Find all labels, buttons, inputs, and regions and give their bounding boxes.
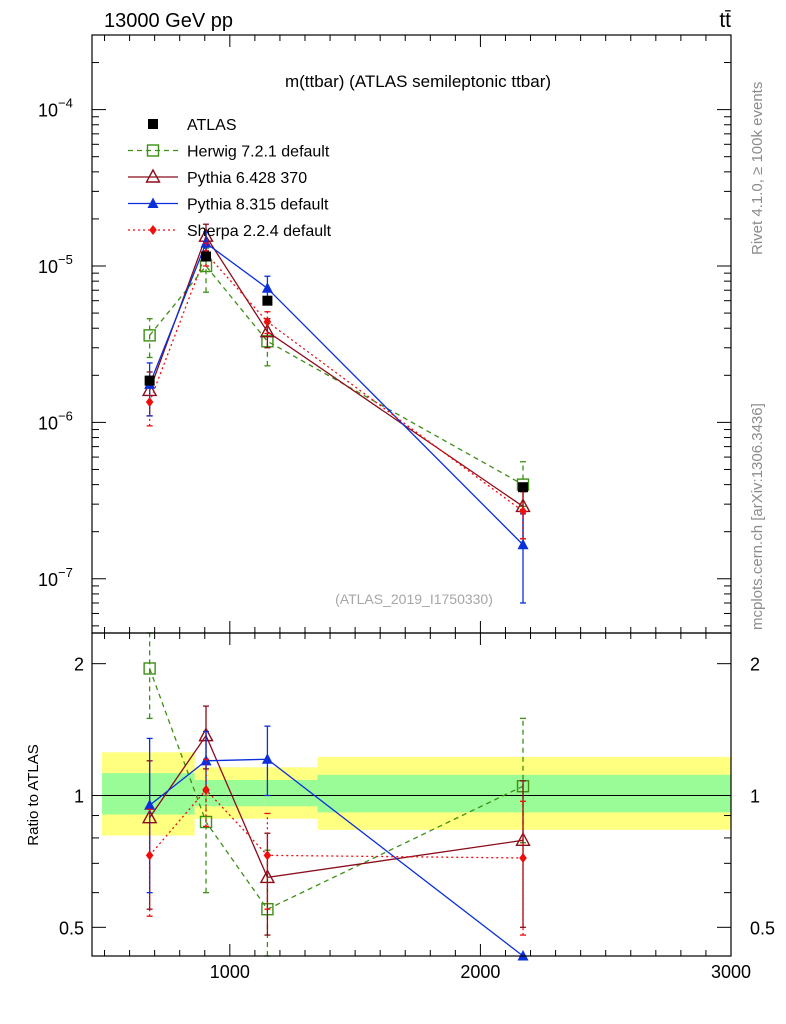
ratio-y-tick-label-right: 0.5	[750, 918, 775, 938]
legend-marker	[147, 197, 159, 208]
legend-label: Sherpa 2.2.4 default	[187, 223, 332, 240]
ratio-y-tick-label: 1	[74, 786, 84, 806]
series-4-point	[145, 397, 154, 408]
series-1-ratio-line	[149, 668, 524, 911]
energy-label: 13000 GeV pp	[104, 10, 233, 32]
data-series	[144, 251, 529, 493]
series-3-point	[261, 282, 273, 293]
data-point	[144, 375, 155, 386]
series-2-point	[259, 323, 276, 338]
legend-label: Herwig 7.2.1 default	[187, 144, 330, 161]
x-tick-label: 3000	[711, 962, 751, 982]
series-4-ratio-point	[202, 784, 210, 795]
rivet-version-label: Rivet 4.1.0, ≥ 100k events	[749, 82, 766, 255]
legend-marker	[148, 119, 158, 129]
legend: ATLAS Herwig 7.2.1 default Pythia 6.428 37…	[128, 117, 332, 240]
main-y-tick-label: 10−7	[38, 565, 73, 590]
series-3-ratio-point	[261, 753, 273, 764]
data-point	[518, 482, 529, 493]
legend-marker	[149, 225, 157, 235]
ratio-axis-label: Ratio to ATLAS	[25, 744, 42, 845]
ratio-y-tick-label-right: 1	[750, 786, 760, 806]
legend-label: ATLAS	[187, 117, 237, 134]
legend-entry-5: Sherpa 2.2.4 default	[128, 223, 332, 240]
series-4-point	[519, 506, 527, 517]
series-4-ratio-point	[519, 852, 527, 863]
x-tick-label: 1000	[210, 962, 250, 982]
series-2-ratio-point	[515, 831, 531, 847]
series-4	[145, 242, 527, 936]
legend-entry-4: Pythia 8.315 default	[128, 197, 329, 214]
axes-frame: 1000 2000 3000 10−7 10−6 10−5 10−4 0.5 0.5 1 1 2 2	[38, 34, 775, 982]
series-3-line	[149, 242, 524, 546]
x-tick-label: 2000	[460, 962, 500, 982]
series-layer	[141, 223, 531, 961]
series-4-point	[263, 316, 272, 327]
series-4-ratio-point	[145, 850, 154, 861]
legend-entry-2: Herwig 7.2.1 default	[128, 144, 330, 161]
series-2-ratio-line	[149, 734, 524, 879]
series-1-point	[143, 329, 156, 342]
process-label: tt̄	[719, 9, 731, 32]
ratio-y-tick-label: 2	[74, 655, 84, 675]
legend-label: Pythia 6.428 370	[187, 170, 307, 187]
ratio-y-tick-label-right: 2	[750, 655, 760, 675]
mcplots-label: mcplots.cern.ch [arXiv:1306.3436]	[749, 403, 766, 630]
band-stat-bin-3	[264, 779, 318, 807]
series-3-point	[200, 237, 212, 248]
data-point	[262, 295, 273, 306]
series-1-ratio-point	[143, 662, 156, 675]
ratio-panel-frame	[91, 632, 732, 957]
series-3-point	[517, 538, 529, 550]
series-3-ratio-point	[144, 799, 156, 810]
data-point	[201, 251, 212, 262]
series-4-ratio-point	[263, 850, 272, 861]
series-4-ratio-line	[149, 788, 524, 859]
analysis-reference: (ATLAS_2019_I1750330)	[335, 591, 493, 607]
ratio-y-tick-label: 0.5	[59, 918, 84, 938]
series-1-ratio-point	[199, 815, 213, 829]
legend-entry-3: Pythia 6.428 370	[128, 168, 307, 187]
series-2-line	[149, 234, 524, 507]
series-1-line	[149, 264, 524, 486]
legend-label: Pythia 8.315 default	[187, 197, 329, 214]
legend-marker	[145, 168, 161, 183]
ratio-uncertainty-band	[92, 752, 731, 836]
main-y-tick-label: 10−4	[38, 96, 73, 121]
legend-marker	[146, 144, 160, 157]
series-3-ratio-point	[517, 950, 529, 961]
main-y-tick-label: 10−5	[38, 252, 73, 277]
chart-title: m(ttbar) (ATLAS semileptonic ttbar)	[285, 72, 551, 91]
series-3-ratio-line	[149, 758, 524, 957]
legend-entry-1: ATLAS	[148, 117, 237, 134]
main-y-tick-label: 10−6	[38, 408, 73, 433]
